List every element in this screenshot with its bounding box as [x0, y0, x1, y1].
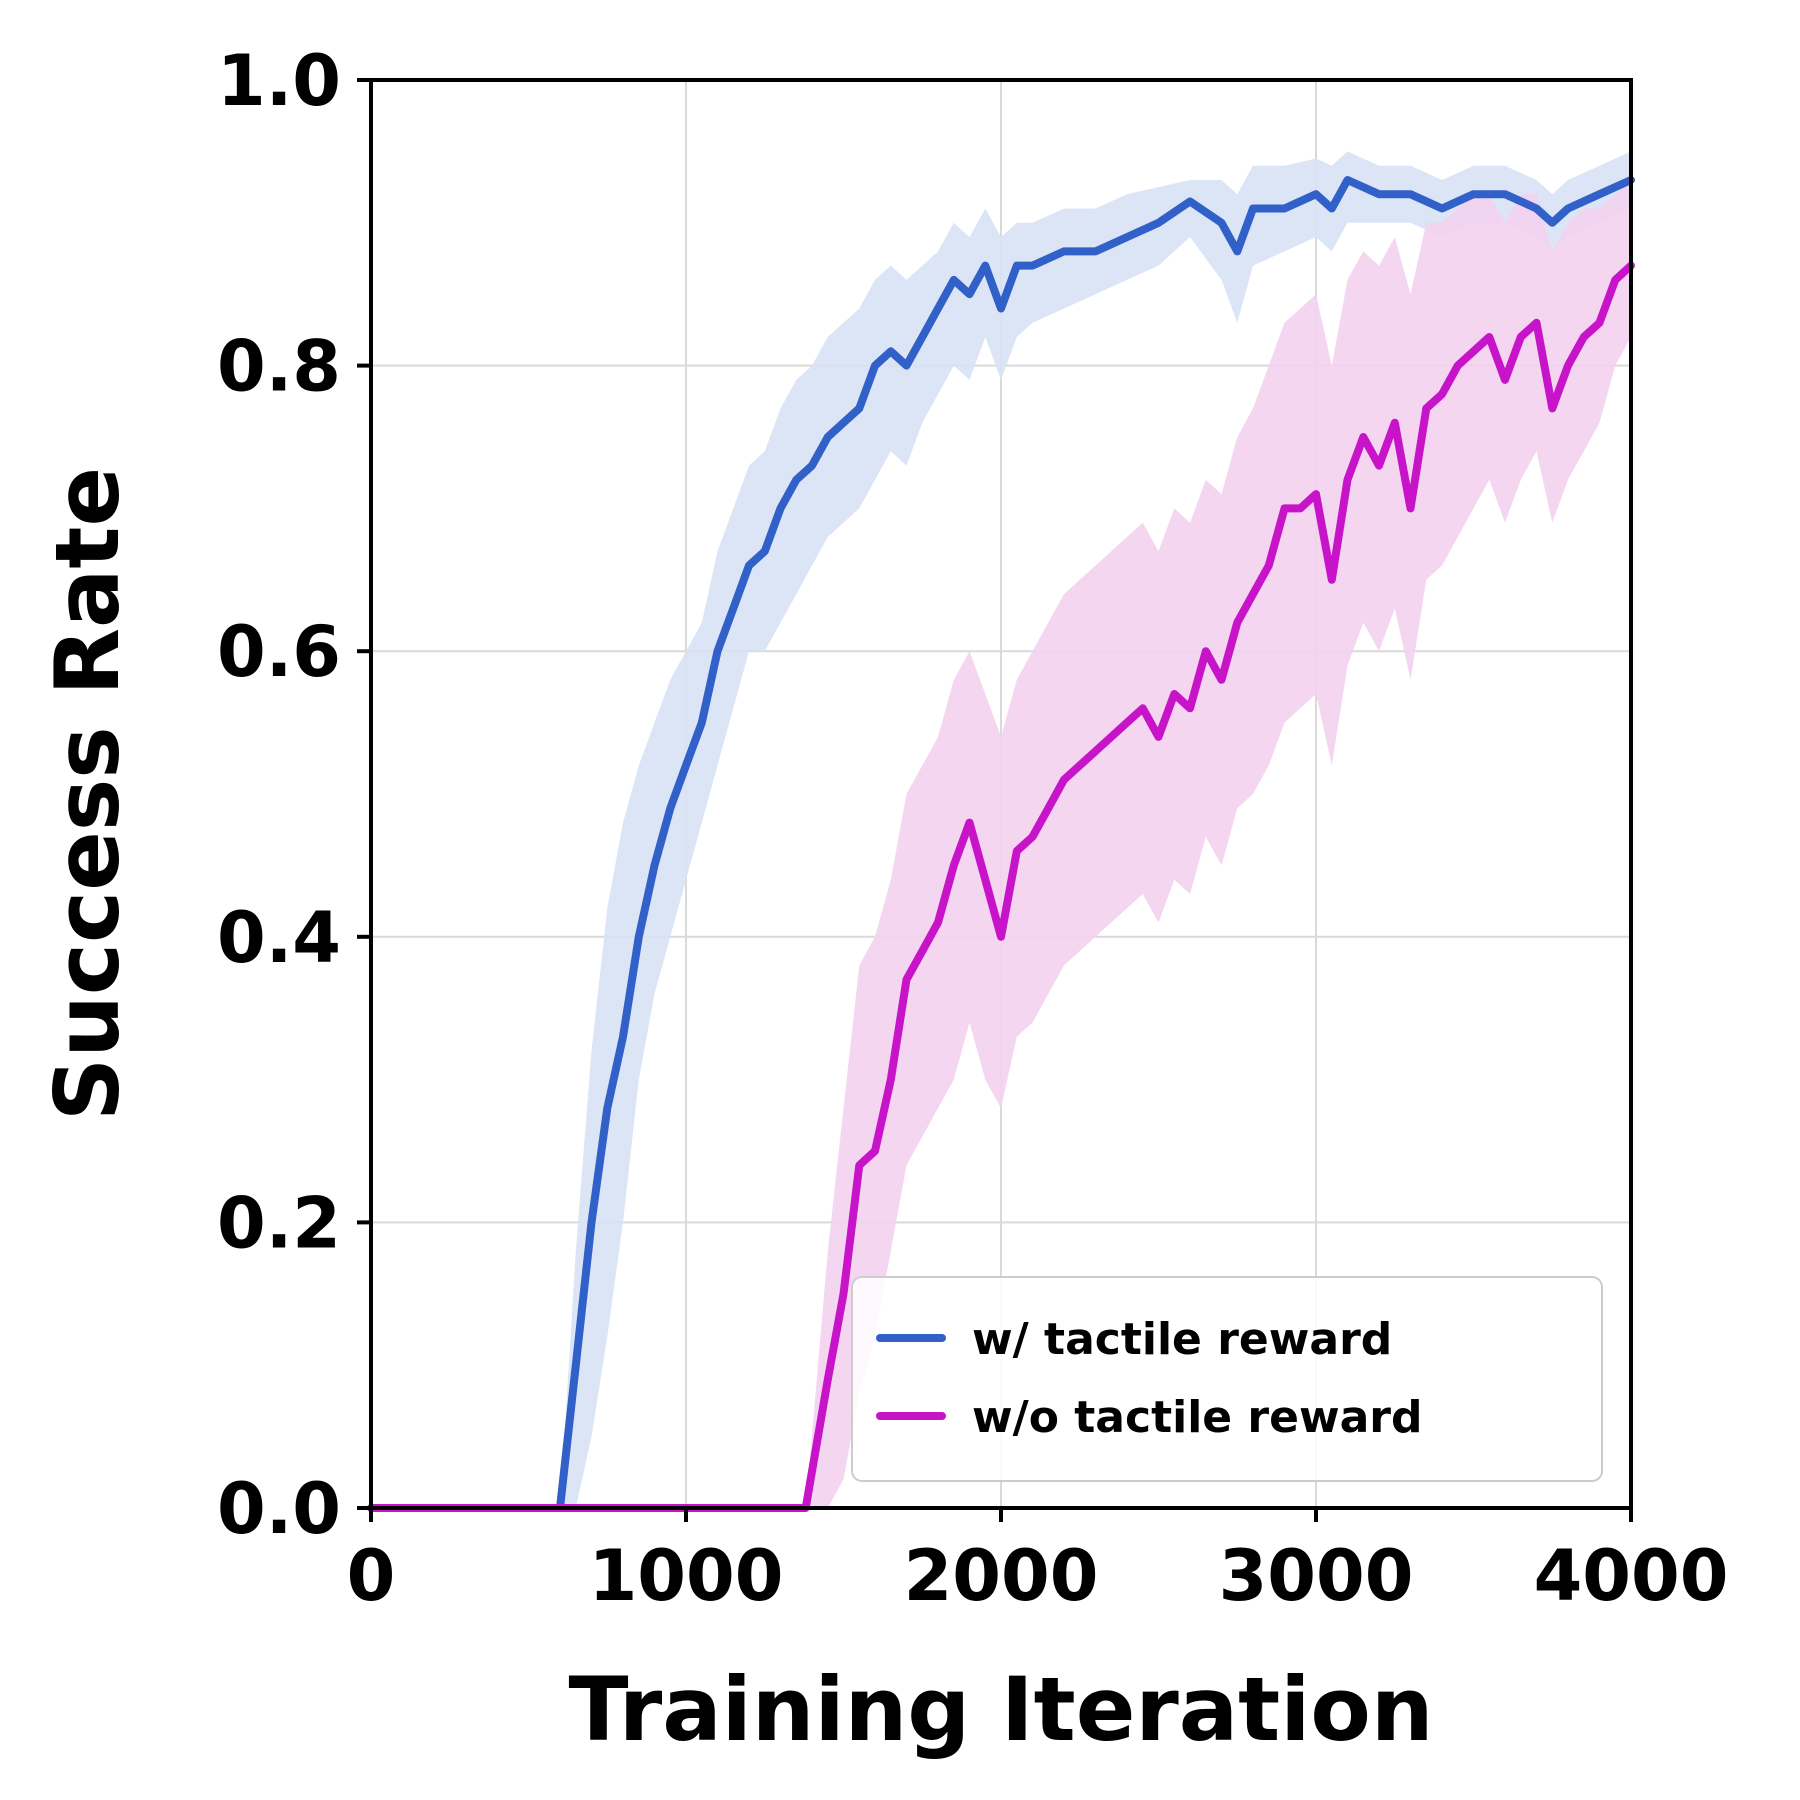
axis-ticks: 0 1000 2000 3000 4000 0.0 0.2 0.4 0.6 0.8 1.0: [217, 40, 1728, 1617]
x-tick-label: 2000: [904, 1535, 1099, 1617]
x-tick-label: 1000: [589, 1535, 784, 1617]
y-axis-title: Success Rate: [36, 467, 139, 1121]
y-tick-label: 1.0: [217, 40, 341, 122]
line-series-1: [367, 261, 1635, 1512]
legend-box: [851, 1276, 1603, 1482]
y-tick-label: 0.4: [217, 897, 341, 979]
x-tick-label: 4000: [1534, 1535, 1729, 1617]
y-tick-label: 0.8: [217, 326, 341, 408]
y-tick-label: 0.6: [217, 611, 341, 693]
legend: w/ tactile reward w/o tactile reward: [851, 1276, 1603, 1482]
series-lines: [367, 176, 1635, 1512]
x-tick-label: 0: [347, 1535, 396, 1617]
y-tick-label: 0.2: [217, 1182, 341, 1264]
legend-label-series-1: w/o tactile reward: [972, 1392, 1423, 1443]
y-tick-label: 0.0: [217, 1468, 341, 1550]
x-tick-label: 3000: [1219, 1535, 1414, 1617]
band-series-0: [371, 151, 1631, 1508]
line-series-0: [367, 176, 1635, 1512]
legend-label-series-0: w/ tactile reward: [972, 1314, 1392, 1365]
x-axis-title: Training Iteration: [568, 1658, 1433, 1761]
